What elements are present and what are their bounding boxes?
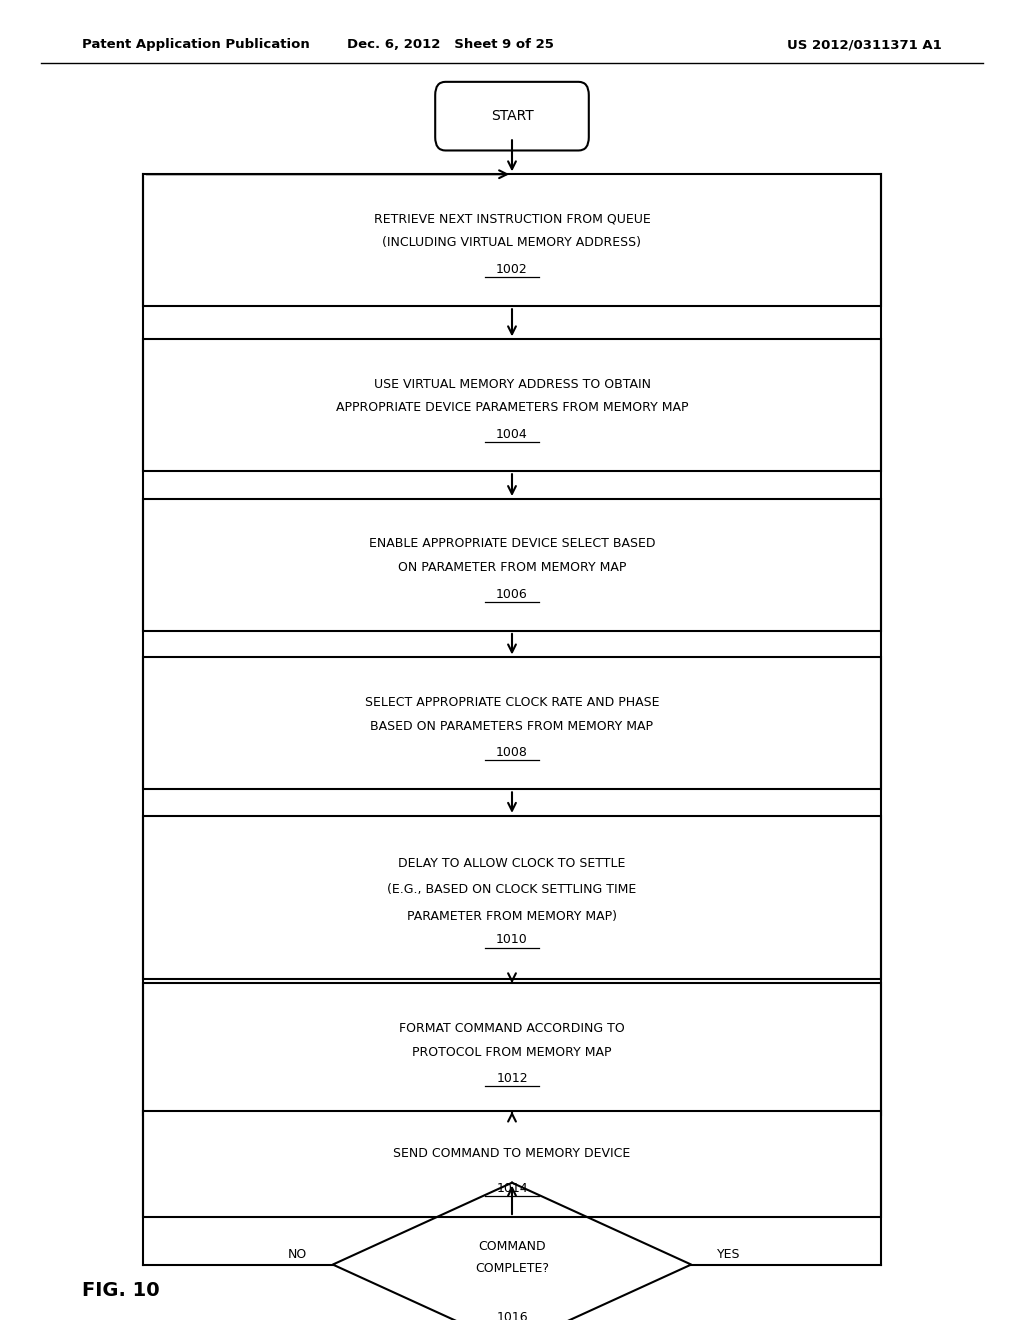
Text: USE VIRTUAL MEMORY ADDRESS TO OBTAIN: USE VIRTUAL MEMORY ADDRESS TO OBTAIN <box>374 378 650 391</box>
Text: DELAY TO ALLOW CLOCK TO SETTLE: DELAY TO ALLOW CLOCK TO SETTLE <box>398 857 626 870</box>
Text: RETRIEVE NEXT INSTRUCTION FROM QUEUE: RETRIEVE NEXT INSTRUCTION FROM QUEUE <box>374 213 650 226</box>
Text: START: START <box>490 110 534 123</box>
Bar <box>143 174 881 306</box>
Bar <box>143 983 881 1115</box>
Text: PROTOCOL FROM MEMORY MAP: PROTOCOL FROM MEMORY MAP <box>413 1045 611 1059</box>
Text: ENABLE APPROPRIATE DEVICE SELECT BASED: ENABLE APPROPRIATE DEVICE SELECT BASED <box>369 537 655 550</box>
Text: 1004: 1004 <box>496 428 528 441</box>
Text: COMPLETE?: COMPLETE? <box>475 1262 549 1275</box>
Text: Patent Application Publication: Patent Application Publication <box>82 38 309 51</box>
Text: 1014: 1014 <box>497 1181 527 1195</box>
Text: SEND COMMAND TO MEMORY DEVICE: SEND COMMAND TO MEMORY DEVICE <box>393 1147 631 1160</box>
Text: US 2012/0311371 A1: US 2012/0311371 A1 <box>787 38 942 51</box>
Text: 1002: 1002 <box>496 263 528 276</box>
Bar <box>143 816 881 979</box>
Text: ON PARAMETER FROM MEMORY MAP: ON PARAMETER FROM MEMORY MAP <box>397 561 627 574</box>
Text: BASED ON PARAMETERS FROM MEMORY MAP: BASED ON PARAMETERS FROM MEMORY MAP <box>371 719 653 733</box>
FancyBboxPatch shape <box>435 82 589 150</box>
Text: COMMAND: COMMAND <box>478 1239 546 1253</box>
Text: (E.G., BASED ON CLOCK SETTLING TIME: (E.G., BASED ON CLOCK SETTLING TIME <box>387 883 637 896</box>
Text: 1006: 1006 <box>496 587 528 601</box>
Text: NO: NO <box>288 1247 307 1261</box>
Bar <box>143 657 881 789</box>
Text: Dec. 6, 2012   Sheet 9 of 25: Dec. 6, 2012 Sheet 9 of 25 <box>347 38 554 51</box>
Text: (INCLUDING VIRTUAL MEMORY ADDRESS): (INCLUDING VIRTUAL MEMORY ADDRESS) <box>383 236 641 249</box>
Text: FIG. 10: FIG. 10 <box>82 1282 160 1300</box>
Text: PARAMETER FROM MEMORY MAP): PARAMETER FROM MEMORY MAP) <box>407 909 617 923</box>
Text: YES: YES <box>717 1247 740 1261</box>
Text: 1008: 1008 <box>496 746 528 759</box>
Text: APPROPRIATE DEVICE PARAMETERS FROM MEMORY MAP: APPROPRIATE DEVICE PARAMETERS FROM MEMOR… <box>336 401 688 414</box>
Bar <box>143 1111 881 1217</box>
Text: SELECT APPROPRIATE CLOCK RATE AND PHASE: SELECT APPROPRIATE CLOCK RATE AND PHASE <box>365 696 659 709</box>
Text: 1010: 1010 <box>496 933 528 946</box>
Text: FORMAT COMMAND ACCORDING TO: FORMAT COMMAND ACCORDING TO <box>399 1022 625 1035</box>
Bar <box>143 499 881 631</box>
Text: 1012: 1012 <box>497 1072 527 1085</box>
Text: 1016: 1016 <box>497 1311 527 1320</box>
Bar <box>143 339 881 471</box>
Polygon shape <box>333 1183 691 1320</box>
